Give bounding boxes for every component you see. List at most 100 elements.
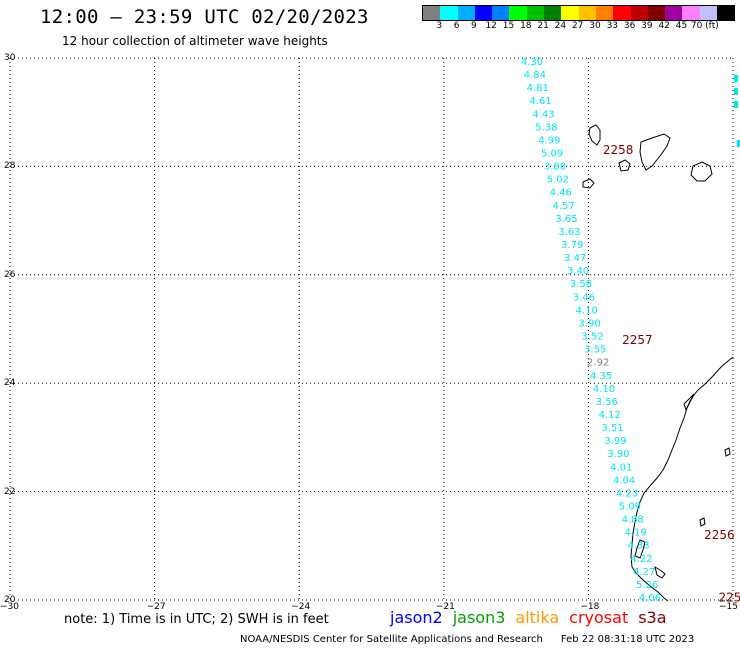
coast-inlet — [683, 393, 695, 412]
credit-line: NOAA/NESDIS Center for Satellite Applica… — [240, 634, 694, 645]
wave-height-value: 4.30 — [521, 57, 543, 68]
coastline — [582, 124, 734, 602]
wave-height-value: 5.09 — [541, 149, 563, 160]
lat-tick-label: 20 — [4, 595, 16, 605]
wave-height-value: 3.58 — [570, 279, 592, 290]
satellite-s3a: s3a — [638, 608, 667, 627]
colorbar-labels: 3 6 9 12 15 18 21 24 27 30 33 36 39 42 45 70 (ft) — [422, 21, 732, 33]
wave-height-value: 4.27 — [633, 567, 655, 578]
wave-height-value: 4.35 — [590, 371, 612, 382]
wave-height-value: 3.90 — [578, 318, 600, 329]
credit-text: NOAA/NESDIS Center for Satellite Applica… — [240, 634, 543, 645]
wave-height-value: 3.55 — [584, 345, 606, 356]
colorbar-swatch — [682, 6, 700, 20]
lat-tick-label: 22 — [4, 486, 16, 497]
colorbar-label: 12 — [485, 21, 497, 31]
wave-height-value: 3.99 — [604, 436, 626, 447]
clipped-track-value — [734, 101, 738, 108]
wave-height-value: 3.65 — [555, 214, 577, 225]
wave-height-value: 4.43 — [532, 109, 554, 120]
wave-height-value: 5.38 — [535, 122, 557, 133]
satellite-jason2: jason2 — [390, 608, 443, 627]
colorbar-swatch — [630, 6, 648, 20]
colorbar-swatch — [647, 6, 666, 20]
cap-blanc-peninsula — [634, 539, 646, 559]
lon-tick-label: −18 — [580, 602, 600, 612]
wave-height-value: 4.57 — [553, 201, 575, 212]
wave-height-value: 4.22 — [630, 554, 652, 565]
wave-height-value: 4.88 — [622, 515, 644, 526]
wave-height-track: 4.30 4.84 4.81 4.61 4.43 5.38 4.99 5.09 3.88 5.02… — [521, 57, 661, 604]
colorbar-label: 3 — [436, 21, 443, 31]
clipped-track-value — [737, 140, 740, 147]
wave-height-value: 4.19 — [624, 528, 646, 539]
time-label: 2257 — [622, 333, 653, 347]
wave-height-value: 4.33 — [627, 541, 649, 552]
footer-note: note: 1) Time is in UTC; 2) SWH is in fe… — [64, 612, 329, 627]
tenerife-island — [639, 133, 671, 171]
clipped-track-value — [734, 88, 738, 95]
colorbar-label: 45 — [675, 21, 688, 31]
colorbar — [422, 5, 736, 21]
wave-height-value: 4.46 — [550, 188, 572, 199]
colorbar-label: 42 — [658, 21, 670, 31]
lat-tick-label: 26 — [4, 269, 16, 280]
colorbar-swatch — [699, 6, 718, 20]
colorbar-label: 15 — [502, 21, 515, 31]
wave-height-value: 4.84 — [524, 70, 546, 81]
time-label: 2255 — [719, 590, 740, 604]
colorbar-swatch — [717, 6, 735, 20]
wave-height-value: 4.10 — [576, 305, 598, 316]
wave-height-value: 3.90 — [607, 449, 629, 460]
colorbar-swatch — [544, 6, 562, 20]
wave-height-value: 4.10 — [593, 384, 615, 395]
colorbar-label: 27 — [571, 21, 584, 31]
wave-height-value: 3.51 — [601, 423, 623, 434]
colorbar-swatch — [492, 6, 510, 20]
colorbar-swatch — [509, 6, 527, 20]
wave-height-value: 3.88 — [544, 162, 566, 173]
lon-tick-label: −24 — [291, 602, 311, 612]
el-hierro-island — [582, 178, 595, 189]
wave-height-value: 5.09 — [619, 501, 641, 512]
wave-height-value: 5.26 — [636, 580, 658, 591]
colorbar-label: 30 — [589, 21, 601, 31]
wave-height-value: 4.81 — [527, 83, 549, 94]
time-labels: 2258 2257 2256 2255 — [603, 143, 740, 604]
wave-height-value: 3.79 — [561, 240, 583, 251]
coast-spit — [654, 565, 666, 579]
wave-height-value: 3.56 — [596, 397, 618, 408]
small-island — [724, 447, 731, 457]
wave-height-value: 3.63 — [558, 227, 580, 238]
time-label: 2256 — [704, 528, 735, 542]
colorbar-label: 18 — [520, 21, 532, 31]
lon-tick-label: −27 — [146, 602, 166, 612]
colorbar-label: 21 — [537, 21, 549, 31]
colorbar-label: 6 — [453, 21, 460, 31]
la-gomera-island — [618, 159, 631, 172]
colorbar-label: 70 (ft) — [690, 21, 719, 31]
colorbar-swatch — [595, 6, 614, 20]
map-grid — [9, 57, 734, 601]
generated-timestamp: Feb 22 08:31:18 UTC 2023 — [560, 634, 695, 645]
satellite-jason3: jason3 — [452, 608, 506, 627]
colorbar-label: 9 — [471, 21, 477, 31]
satellite-altika: altika — [515, 608, 560, 627]
wave-height-value: 4.04 — [613, 475, 635, 486]
africa-coastline — [630, 356, 734, 602]
satellite-legend: jason2 jason3 altika cryosat s3a — [390, 608, 677, 627]
east-edge-values — [734, 75, 740, 147]
time-label: 2258 — [603, 143, 634, 157]
small-island-2 — [699, 517, 706, 527]
lat-tick-label: 30 — [4, 53, 16, 63]
colorbar-swatch — [578, 6, 596, 20]
colorbar-label: 36 — [623, 21, 636, 31]
lat-tick-label: 24 — [4, 378, 16, 389]
wave-height-value: 4.99 — [538, 135, 560, 146]
lon-tick-label: −15 — [719, 602, 738, 612]
colorbar-swatch — [561, 6, 579, 20]
colorbar-label: 24 — [554, 21, 567, 31]
wave-height-value: 3.47 — [564, 253, 586, 264]
wave-height-value: 3.46 — [573, 292, 595, 303]
